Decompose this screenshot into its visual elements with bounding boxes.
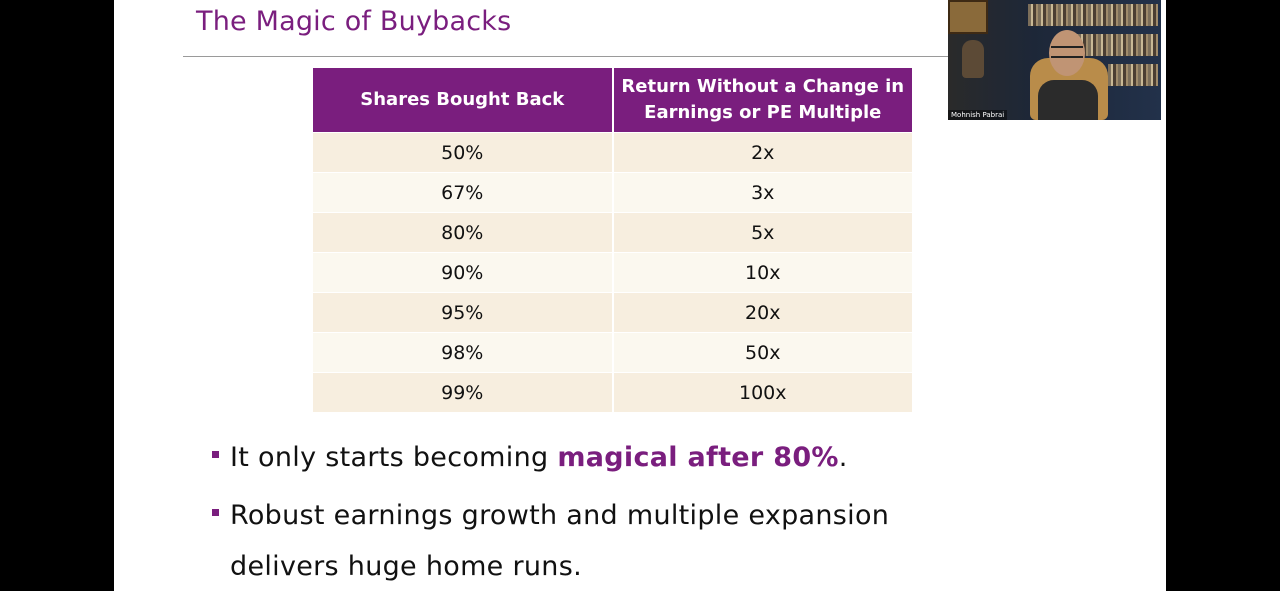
glasses-image bbox=[1051, 46, 1083, 58]
bullet-item: It only starts becoming magical after 80… bbox=[210, 432, 970, 483]
table-row: 80% 5x bbox=[313, 212, 912, 253]
slide-title: The Magic of Buybacks bbox=[196, 6, 512, 37]
cell-shares: 67% bbox=[313, 172, 614, 213]
cell-shares: 99% bbox=[313, 372, 614, 412]
table-row: 90% 10x bbox=[313, 252, 912, 293]
cell-shares: 98% bbox=[313, 332, 614, 373]
cell-shares: 95% bbox=[313, 292, 614, 333]
table-row: 95% 20x bbox=[313, 292, 912, 333]
bullet-text: It only starts becoming bbox=[230, 442, 558, 473]
wall-portrait-image bbox=[948, 0, 988, 34]
cell-return: 3x bbox=[612, 172, 912, 213]
table-row: 50% 2x bbox=[313, 132, 912, 173]
cell-shares: 50% bbox=[313, 132, 614, 173]
bullet-square-icon bbox=[212, 509, 219, 516]
header-shares-bought-back: Shares Bought Back bbox=[313, 68, 614, 133]
cell-return: 100x bbox=[612, 372, 912, 412]
header-return: Return Without a Change in Earnings or P… bbox=[612, 68, 912, 133]
cell-return: 5x bbox=[612, 212, 912, 253]
cell-return: 50x bbox=[612, 332, 912, 373]
table-row: 67% 3x bbox=[313, 172, 912, 213]
cell-return: 10x bbox=[612, 252, 912, 293]
bullet-suffix: . bbox=[838, 442, 848, 473]
cell-shares: 90% bbox=[313, 252, 614, 293]
table-header-row: Shares Bought Back Return Without a Chan… bbox=[313, 68, 912, 133]
bullet-item: Robust earnings growth and multiple expa… bbox=[210, 490, 970, 591]
bookshelf-image bbox=[1108, 64, 1158, 86]
cell-return: 2x bbox=[612, 132, 912, 173]
bookshelf-image bbox=[1068, 34, 1158, 56]
bullet-square-icon bbox=[212, 451, 219, 458]
bullet-list: It only starts becoming magical after 80… bbox=[210, 432, 970, 591]
cell-shares: 80% bbox=[313, 212, 614, 253]
bullet-text: Robust earnings growth and multiple expa… bbox=[230, 500, 890, 582]
table-row: 99% 100x bbox=[313, 372, 912, 412]
cell-return: 20x bbox=[612, 292, 912, 333]
person-image bbox=[1038, 80, 1098, 120]
bust-statue-image bbox=[962, 40, 984, 78]
title-divider bbox=[183, 56, 953, 57]
bullet-emphasis: magical after 80% bbox=[557, 442, 839, 473]
buyback-table: Shares Bought Back Return Without a Chan… bbox=[313, 68, 912, 412]
webcam-video-tile[interactable]: Mohnish Pabrai bbox=[948, 0, 1161, 120]
person-head-image bbox=[1049, 30, 1085, 76]
table-row: 98% 50x bbox=[313, 332, 912, 373]
bookshelf-image bbox=[1028, 4, 1158, 26]
participant-name-label: Mohnish Pabrai bbox=[948, 110, 1008, 120]
